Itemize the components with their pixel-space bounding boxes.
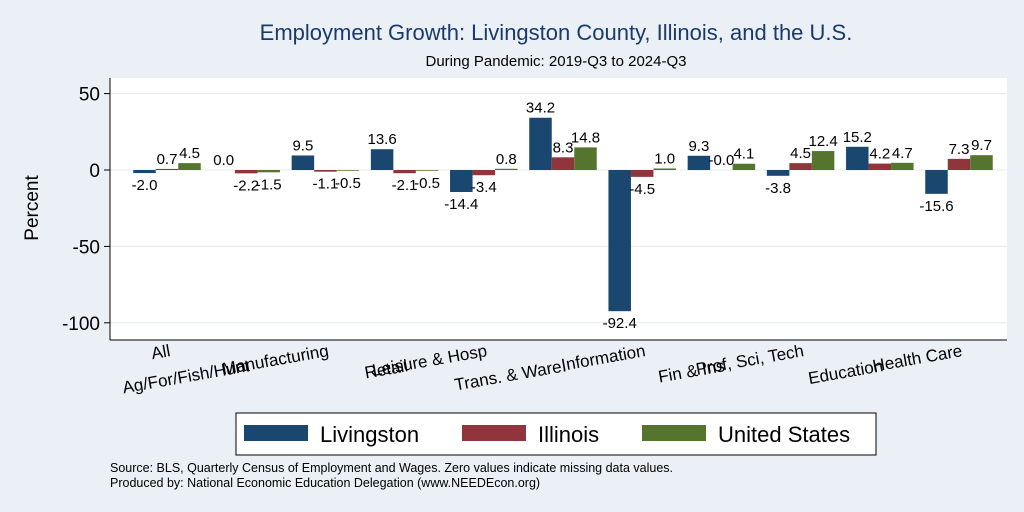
produced-by-note: Produced by: National Economic Education… — [110, 476, 540, 490]
y-tick-label: 50 — [79, 85, 100, 106]
bar-illinois — [630, 170, 654, 177]
bar-united-states — [653, 168, 676, 170]
bar-livingston — [925, 170, 948, 194]
x-tick-label: Prof, Sci, Tech — [694, 341, 805, 379]
data-label: -1.1 — [312, 176, 338, 193]
bar-united-states — [574, 147, 597, 170]
source-note: Source: BLS, Quarterly Census of Employm… — [110, 461, 673, 475]
data-label: -14.4 — [444, 196, 478, 213]
bar-united-states — [495, 168, 518, 170]
data-label: 15.2 — [843, 129, 872, 146]
bar-united-states — [811, 151, 835, 170]
bar-illinois — [551, 157, 575, 170]
data-label: 4.2 — [869, 146, 890, 163]
x-tick-label: Health Care — [871, 341, 964, 375]
bar-united-states — [336, 170, 360, 171]
bar-livingston — [608, 170, 631, 312]
data-label: -3.4 — [471, 179, 497, 196]
data-label: 7.3 — [949, 141, 970, 158]
legend-label: Livingston — [320, 422, 419, 447]
bar-livingston — [529, 117, 552, 170]
x-tick-label: All — [150, 341, 172, 363]
data-label: 0.7 — [157, 151, 178, 168]
data-label: 0.8 — [496, 151, 517, 168]
data-label: 1.0 — [654, 150, 675, 167]
bar-illinois — [868, 163, 892, 170]
bar-illinois — [393, 170, 416, 174]
bar-livingston — [687, 155, 711, 170]
bar-livingston — [370, 149, 394, 170]
y-axis-label: Percent — [22, 175, 43, 241]
bar-illinois — [947, 158, 971, 170]
x-tick-label: Manufacturing — [221, 341, 330, 378]
data-label: 12.4 — [808, 133, 837, 150]
data-label: -3.8 — [765, 180, 791, 197]
plot-background — [110, 78, 1007, 340]
data-label: -1.5 — [256, 176, 282, 193]
bar-united-states — [732, 163, 756, 170]
bar-united-states — [415, 170, 439, 171]
data-label: -0.5 — [414, 175, 440, 192]
bar-illinois — [314, 170, 337, 172]
data-label: 13.6 — [367, 131, 396, 148]
data-label: -0.0 — [708, 152, 734, 169]
x-tick-label: Information — [560, 341, 647, 374]
data-label: 14.8 — [571, 129, 600, 146]
bar-livingston — [846, 146, 869, 170]
y-tick-label: 0 — [89, 161, 100, 182]
data-label: -15.6 — [919, 198, 953, 215]
data-label: 4.7 — [892, 145, 913, 162]
data-label: -2.1 — [392, 177, 418, 194]
chart-subtitle: During Pandemic: 2019-Q3 to 2024-Q3 — [426, 53, 687, 70]
bar-livingston — [766, 170, 790, 176]
y-tick-label: -100 — [62, 314, 100, 335]
legend-swatch — [244, 425, 308, 441]
bar-united-states — [178, 163, 201, 170]
bar-livingston — [450, 170, 473, 193]
chart-title: Employment Growth: Livingston County, Il… — [260, 20, 853, 45]
bar-livingston — [133, 170, 156, 174]
legend-swatch — [642, 425, 706, 441]
data-label: 9.3 — [688, 138, 709, 155]
legend-label: United States — [718, 422, 850, 447]
data-label: -2.2 — [233, 177, 259, 194]
bar-united-states — [970, 155, 993, 170]
bar-illinois — [234, 170, 258, 174]
data-label: 4.1 — [733, 146, 754, 163]
data-label: 9.7 — [971, 137, 992, 154]
data-label: 9.5 — [292, 137, 313, 154]
legend-box — [235, 412, 877, 456]
legend: Livingston Illinois United States — [235, 412, 877, 456]
data-label: 4.5 — [179, 145, 200, 162]
data-label: 8.3 — [553, 139, 574, 156]
bar-illinois — [472, 170, 496, 176]
legend-label: Illinois — [538, 422, 599, 447]
data-label: 0.0 — [213, 152, 234, 169]
data-label: 34.2 — [526, 100, 555, 117]
data-label: -4.5 — [629, 181, 655, 198]
plot-area: 500-50-100-2.00.7 4.5All0.0-2.2-1.5Ag/For… — [62, 78, 1007, 397]
data-label: 4.5 — [790, 145, 811, 162]
data-label: -2.0 — [132, 177, 158, 194]
bar-livingston — [291, 155, 315, 170]
bar-united-states — [257, 170, 280, 173]
y-tick-label: -50 — [73, 237, 100, 258]
data-label: -0.5 — [335, 175, 361, 192]
bar-illinois — [789, 163, 812, 170]
bar-united-states — [891, 162, 914, 170]
data-label: -92.4 — [603, 315, 637, 332]
bar-illinois — [155, 168, 179, 170]
legend-swatch — [462, 425, 526, 441]
